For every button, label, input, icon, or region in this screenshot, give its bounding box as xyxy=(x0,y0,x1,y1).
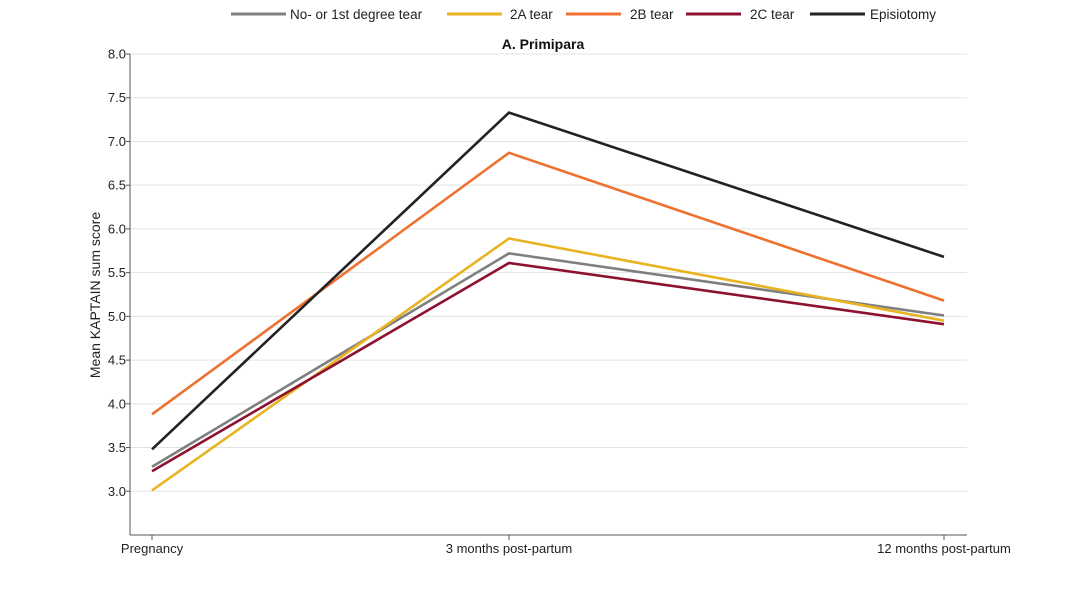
legend-label: No- or 1st degree tear xyxy=(290,7,423,22)
y-axis-label: Mean KAPTAIN sum score xyxy=(87,212,103,378)
y-tick-label: 6.0 xyxy=(108,221,126,236)
legend-label: Episiotomy xyxy=(870,7,936,22)
y-tick-label: 4.0 xyxy=(108,396,126,411)
y-tick-label: 3.5 xyxy=(108,440,126,455)
series-line-3 xyxy=(151,261,945,473)
series-line-0 xyxy=(151,252,945,468)
y-tick-label: 3.0 xyxy=(108,484,126,499)
y-tick-label: 6.5 xyxy=(108,178,126,193)
y-tick-label: 5.0 xyxy=(108,309,126,324)
x-tick-label: Pregnancy xyxy=(121,541,184,556)
y-axis-ticks: 3.0 3.5 4.0 4.5 5.0 5.5 6.0 6.5 7.0 7.5 8.0 xyxy=(108,47,130,499)
y-tick-label: 4.5 xyxy=(108,353,126,368)
y-tick-label: 7.0 xyxy=(108,134,126,149)
series-line-1 xyxy=(151,237,945,492)
y-tick-label: 7.5 xyxy=(108,90,126,105)
y-tick-label: 5.5 xyxy=(108,265,126,280)
series-line-4 xyxy=(151,111,945,451)
y-tick-label: 8.0 xyxy=(108,47,126,62)
x-tick-label: 12 months post-partum xyxy=(877,541,1011,556)
legend-label: 2B tear xyxy=(630,7,674,22)
gridlines xyxy=(130,53,967,492)
x-axis-ticks: Pregnancy 3 months post-partum 12 months p… xyxy=(121,535,1011,556)
chart-title: A. Primipara xyxy=(502,36,585,52)
legend-label: 2C tear xyxy=(750,7,795,22)
legend: No- or 1st degree tear 2A tear 2B tear 2C t… xyxy=(231,7,936,22)
series-line-2 xyxy=(151,151,945,416)
legend-label: 2A tear xyxy=(510,7,553,22)
series-lines xyxy=(151,111,945,492)
x-tick-label: 3 months post-partum xyxy=(446,541,572,556)
axes xyxy=(129,54,967,536)
